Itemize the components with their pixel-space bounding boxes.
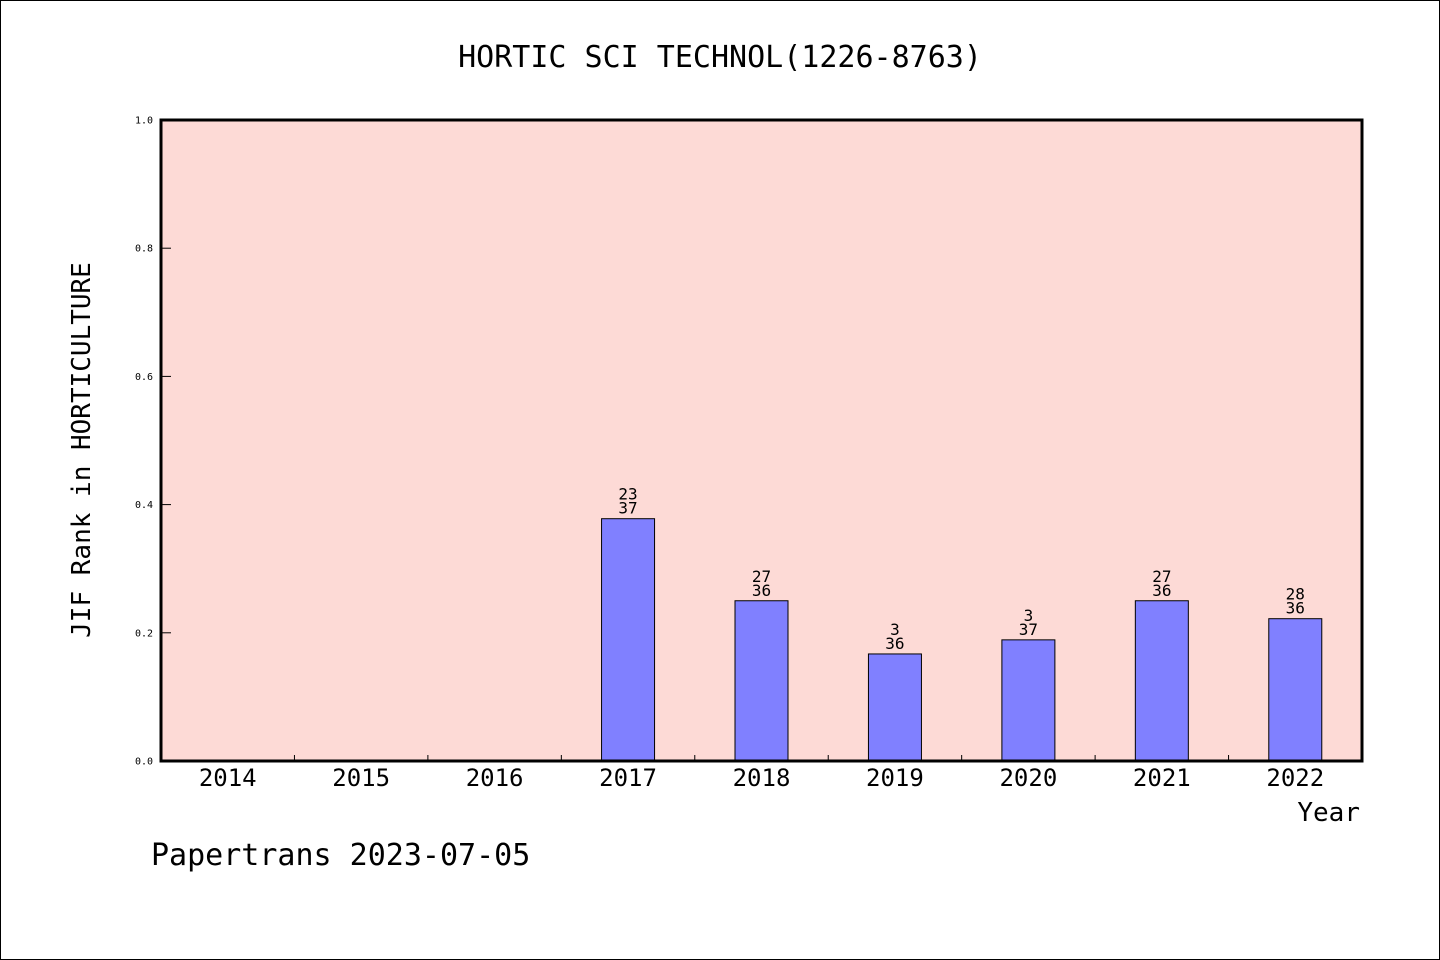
x-tick-label: 2017 [599,764,657,792]
bar-total-label: 36 [885,634,904,653]
x-tick-label: 2019 [866,764,924,792]
y-tick-label: 0.8 [135,244,153,255]
x-axis-title: Year [1297,798,1360,828]
bar-total-label: 36 [1286,599,1305,618]
plot-frame [159,118,1364,763]
x-tick-label: 2016 [466,764,524,792]
bar-2017 [601,518,656,762]
bar-rank-label: 23 [618,485,637,504]
x-tick-label: 2015 [332,764,390,792]
x-tick-label: 2022 [1266,764,1324,792]
chart-title: HORTIC SCI TECHNOL(1226-8763) [458,40,982,75]
bar-2021 [1134,600,1189,762]
bar-rank-label: 27 [752,567,771,586]
bar-total-label: 37 [618,499,637,518]
bar-2018 [734,600,789,762]
bar-rank-label: 27 [1152,567,1171,586]
bar-rank-label: 3 [890,620,900,639]
y-tick-label: 0.0 [135,757,153,768]
y-tick-label: 0.2 [135,628,153,639]
bar-rank-label: 28 [1286,585,1305,604]
x-tick-label: 2018 [733,764,791,792]
x-tick-label: 2020 [999,764,1057,792]
x-tick-label: 2021 [1133,764,1191,792]
bar-total-label: 36 [1152,581,1171,600]
bar-rank-label: 3 [1024,606,1034,625]
bar-total-label: 37 [1019,620,1038,639]
x-tick-label: 2014 [199,764,257,792]
y-tick-label: 0.4 [135,500,153,511]
footer-watermark: Papertrans 2023-07-05 [151,838,530,873]
bar-2020 [1001,639,1056,762]
bar-total-label: 36 [752,581,771,600]
bar-2022 [1268,618,1323,762]
y-tick-label: 1.0 [135,116,153,127]
y-axis-title: JIF Rank in HORTICULTURE [67,262,97,638]
bar-2019 [867,653,922,762]
y-tick-label: 0.6 [135,372,153,383]
